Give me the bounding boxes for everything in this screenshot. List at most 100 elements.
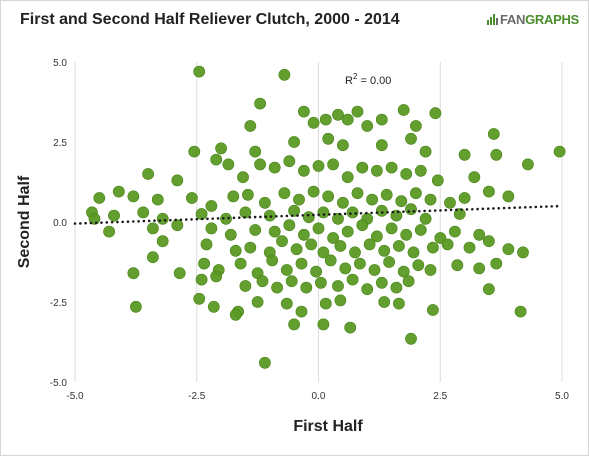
data-point [402,275,415,288]
data-point [419,145,432,158]
data-point [341,113,354,126]
data-point [482,283,495,296]
data-point [463,241,476,254]
data-point [458,148,471,161]
x-tick-label: 0.0 [312,391,326,402]
data-point [312,222,325,235]
x-axis-label: First Half [293,418,363,435]
data-point [451,259,464,272]
trendline [73,204,564,225]
data-point [344,321,357,334]
data-point [137,206,150,219]
data-point [283,155,296,168]
data-point [324,254,337,267]
y-tick-label: 5.0 [53,58,67,69]
data-point [366,193,378,206]
data-point [346,273,359,286]
data-point [297,105,310,118]
y-axis-ticks: 5.0 2.5 0.0 -2.5 -5.0 [50,58,68,389]
data-point [424,264,437,276]
data-point [288,318,300,331]
data-point [375,276,388,289]
data-point [380,188,393,201]
data-point [375,113,388,126]
data-point [307,116,320,129]
data-point [473,228,486,241]
data-point [444,196,456,209]
data-point [353,257,366,270]
data-point [297,228,310,241]
data-point [405,132,417,145]
r-squared-superscript: 2 [353,72,358,81]
data-point [220,212,232,225]
data-point [458,192,471,204]
data-point [332,212,344,225]
data-point [258,196,271,209]
x-tick-label: -5.0 [66,391,84,402]
fangraphs-logo: FANGRAPHS [487,12,579,27]
data-point [375,204,388,217]
data-point [295,257,308,270]
data-point [156,235,169,248]
data-point [151,193,164,206]
data-point [302,211,315,224]
data-point [244,241,257,254]
data-point [327,232,339,244]
data-point [171,174,184,187]
r-squared-annotation: R2 = 0.00 [345,72,391,87]
data-point [361,120,374,132]
data-point [266,254,279,267]
data-point [285,275,298,288]
data-point [412,259,425,272]
data-point [171,219,184,232]
data-point [405,203,417,216]
data-point [280,297,293,310]
data-point [293,193,305,206]
data-point [249,145,262,158]
data-point [517,246,529,259]
data-point [341,225,354,238]
data-point [297,164,310,177]
data-point [173,267,186,280]
data-point [254,97,266,110]
data-point [268,161,281,174]
data-point [407,246,420,259]
data-point [468,171,481,184]
data-point [385,222,398,235]
data-point [441,238,454,251]
data-point [146,222,159,235]
data-point [336,139,349,152]
data-point [112,185,125,198]
data-points [86,65,566,369]
chart-title: First and Second Half Reliever Clutch, 2… [20,11,400,28]
data-point [356,161,369,174]
data-point [375,139,388,152]
data-point [400,228,413,241]
data-point [346,206,359,219]
data-point [502,243,515,256]
data-point [378,296,391,308]
data-point [351,187,364,200]
data-point [334,240,347,252]
data-point [487,128,500,140]
data-point [251,296,264,308]
data-point [317,246,330,259]
data-point [307,185,320,198]
data-point [473,262,486,275]
data-point [356,219,369,232]
y-tick-label: -2.5 [50,298,68,309]
data-point [490,148,503,161]
data-point [312,160,325,172]
data-point [288,204,300,217]
data-point [237,171,249,184]
data-point [193,292,206,305]
data-point [392,297,405,310]
data-point [426,241,439,254]
data-point [254,158,266,171]
data-point [229,308,242,321]
data-point [290,243,303,256]
data-point [522,158,534,171]
data-point [300,281,313,294]
data-point [205,200,218,212]
data-point [244,120,257,132]
